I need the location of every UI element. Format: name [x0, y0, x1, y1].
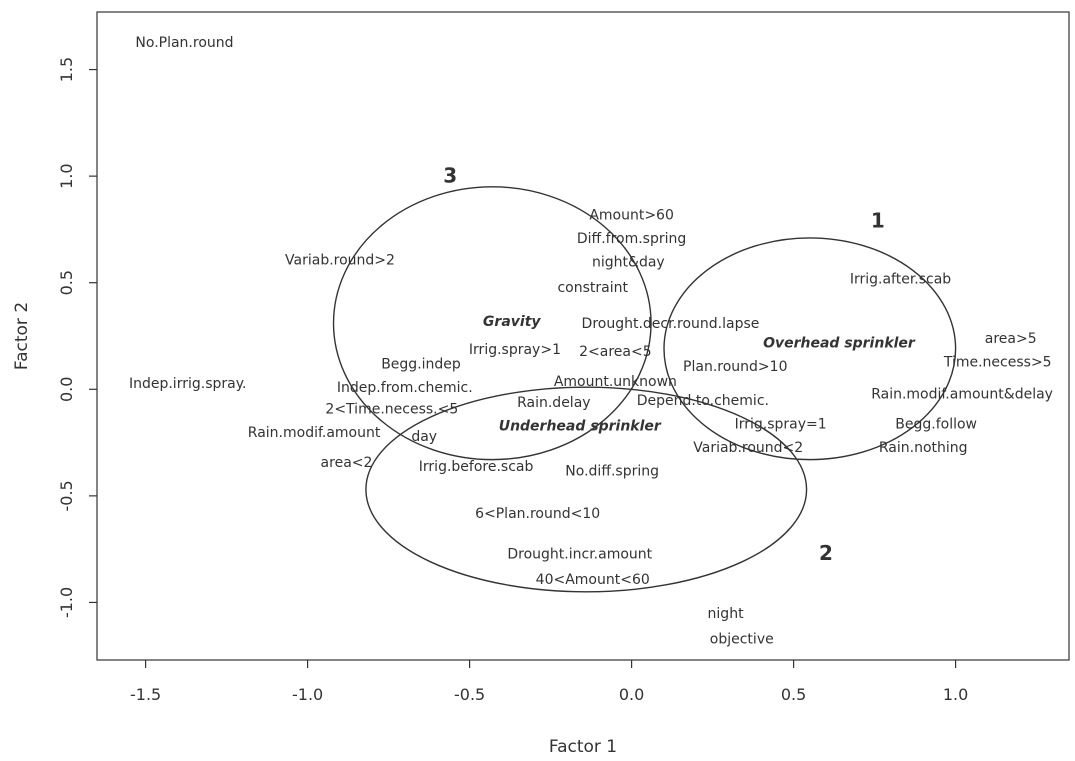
point-label: Depend.to.chemic. [637, 393, 769, 409]
x-tick-label: -0.5 [454, 685, 485, 704]
x-tick-label: -1.0 [292, 685, 323, 704]
point-label: 40<Amount<60 [536, 572, 650, 588]
y-tick-label: 1.5 [57, 57, 76, 82]
point-label: area>5 [985, 331, 1037, 347]
y-tick-label: 0.5 [57, 270, 76, 295]
point-label: objective [710, 632, 774, 648]
point-label: Plan.round>10 [683, 359, 787, 375]
point-label: Gravity [483, 314, 541, 330]
x-tick-label: 1.0 [943, 685, 968, 704]
point-label: Variab.round>2 [285, 252, 395, 268]
cluster-2-ellipse [365, 386, 808, 593]
point-label: 6<Plan.round<10 [475, 506, 600, 522]
x-tick-label: 0.0 [619, 685, 644, 704]
point-label: day [411, 429, 437, 445]
plot-frame [96, 11, 1070, 661]
point-label: Drought.incr.amount [507, 546, 652, 562]
point-label: Variab.round<2 [693, 440, 803, 456]
cluster-3-ellipse [332, 186, 652, 461]
point-labels: No.Plan.round Amount>60 Diff.from.spring ni… [129, 35, 1053, 648]
point-label: Indep.irrig.spray. [129, 376, 246, 392]
point-label: Overhead sprinkler [763, 335, 916, 351]
point-label: Rain.modif.amount [248, 425, 381, 441]
point-label: Begg.indep [381, 357, 461, 373]
point-label: night [708, 606, 745, 622]
point-label: Indep.from.chemic. [337, 380, 473, 396]
point-label: Diff.from.spring [577, 231, 686, 247]
point-label: Irrig.before.scab [419, 459, 534, 475]
point-label: night&day [592, 254, 665, 270]
point-label: Amount.unknown [554, 374, 677, 390]
cluster-1-ellipse [663, 237, 957, 461]
y-tick-label: 1.0 [57, 163, 76, 188]
point-label: Irrig.after.scab [850, 271, 951, 287]
point-label: constraint [557, 280, 628, 296]
point-label: 2<area<5 [579, 344, 652, 360]
y-axis-title: Factor 2 [12, 302, 32, 370]
point-label: Begg.follow [895, 416, 977, 432]
x-axis-title: Factor 1 [549, 737, 617, 757]
point-label: No.Plan.round [135, 35, 233, 51]
x-axis: -1.5 -1.0 -0.5 0.0 0.5 1.0 [130, 660, 968, 704]
point-label: Amount>60 [589, 208, 674, 224]
y-axis: 1.5 1.0 0.5 0.0 -0.5 -1.0 [57, 57, 97, 618]
point-label: Drought.decr.round.lapse [582, 316, 760, 332]
point-label: Rain.modif.amount&delay [871, 387, 1053, 403]
cluster-3-label: 3 [443, 164, 457, 188]
point-label: 2<Time.necess.<5 [325, 401, 458, 417]
point-label: Time.necess>5 [943, 355, 1052, 371]
x-tick-label: 0.5 [781, 685, 806, 704]
point-label: Irrig.spray=1 [735, 416, 827, 432]
point-label: Underhead sprinkler [499, 419, 662, 435]
point-label: Irrig.spray>1 [469, 342, 561, 358]
cluster-2-label: 2 [819, 541, 833, 565]
cluster-ellipses: 1 2 3 [332, 164, 957, 593]
y-tick-label: 0.0 [57, 377, 76, 402]
y-tick-label: -0.5 [57, 480, 76, 511]
cluster-1-label: 1 [871, 208, 885, 232]
point-label: No.diff.spring [565, 463, 659, 479]
point-label: Rain.delay [517, 395, 590, 411]
x-tick-label: -1.5 [130, 685, 161, 704]
point-label: Rain.nothing [879, 440, 968, 456]
point-label: area<2 [321, 455, 373, 471]
y-tick-label: -1.0 [57, 587, 76, 618]
